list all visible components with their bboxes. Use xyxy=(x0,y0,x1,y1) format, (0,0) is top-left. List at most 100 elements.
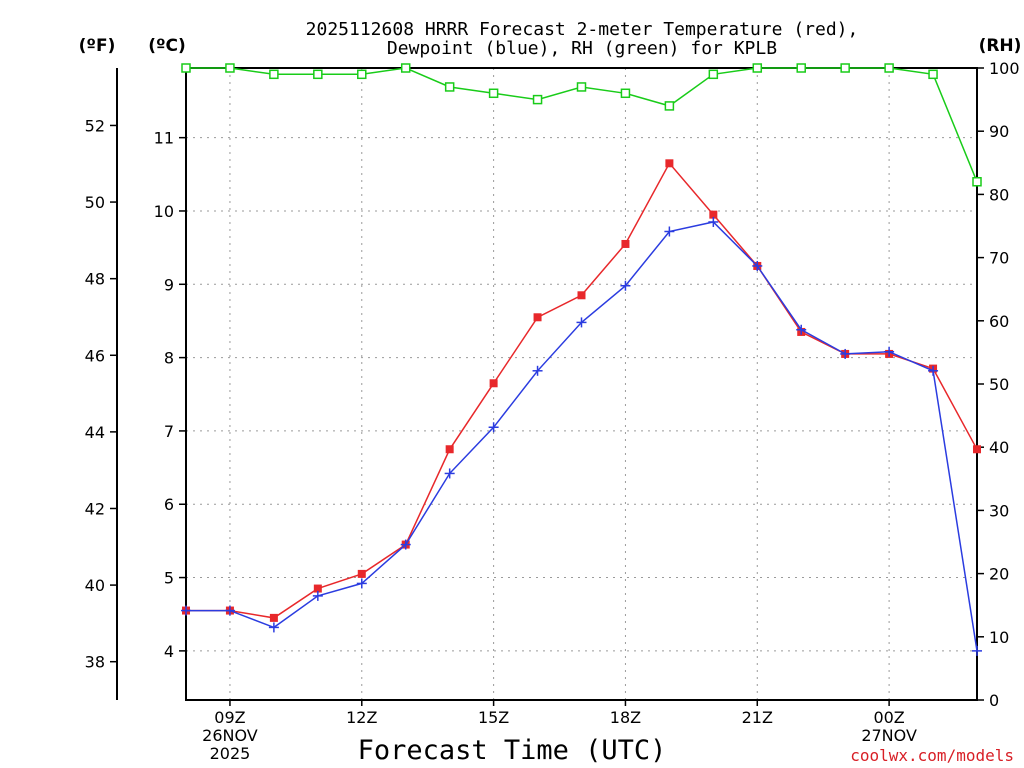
dewpoint-point xyxy=(268,622,279,633)
rh-tick-label: 20 xyxy=(989,565,1009,584)
dewpoint-point xyxy=(400,539,411,550)
celsius-tick-label: 4 xyxy=(164,642,174,661)
temperature-point xyxy=(357,569,366,578)
dewpoint-point xyxy=(356,578,367,589)
rh-point xyxy=(884,63,894,73)
dewpoint-point xyxy=(488,422,499,433)
chart-title-line-2: Dewpoint (blue), RH (green) for KPLB xyxy=(387,38,777,59)
rh-point xyxy=(620,88,631,99)
x-tick-label: 2025 xyxy=(210,744,251,763)
temperature-point xyxy=(313,584,322,593)
dewpoint-point xyxy=(224,605,235,616)
x-tick-label: 27NOV xyxy=(861,726,917,745)
fahrenheit-unit-label: (ºF) xyxy=(79,36,116,56)
rh-point xyxy=(313,69,323,80)
rh-tick-label: 60 xyxy=(989,312,1009,331)
rh-point xyxy=(225,63,235,73)
dewpoint-point xyxy=(444,468,455,479)
rh-tick-label: 80 xyxy=(989,185,1009,204)
rh-tick-label: 30 xyxy=(989,501,1009,520)
temperature-point xyxy=(489,379,498,388)
dewpoint-point xyxy=(576,317,587,328)
rh-tick-label: 10 xyxy=(989,628,1009,647)
rh-point xyxy=(357,69,367,80)
dewpoint-point xyxy=(928,365,939,376)
rh-point xyxy=(796,63,806,73)
dewpoint-point xyxy=(752,260,763,271)
series-temperature xyxy=(182,159,981,622)
series-rh xyxy=(181,63,982,187)
dewpoint-point xyxy=(840,348,851,359)
gridlines xyxy=(186,68,977,700)
fahrenheit-tick-label: 38 xyxy=(85,653,105,672)
credit-text: coolwx.com/models xyxy=(850,746,1014,765)
celsius-unit-label: (ºC) xyxy=(148,36,186,56)
temperature-point xyxy=(621,239,630,248)
celsius-tick-label: 8 xyxy=(164,349,174,368)
rh-point xyxy=(488,88,499,99)
rh-tick-label: 40 xyxy=(989,438,1009,457)
temperature-line xyxy=(186,161,978,619)
x-tick-label: 09Z xyxy=(214,708,245,727)
dewpoint-point xyxy=(972,645,982,656)
temperature-point xyxy=(445,445,454,454)
rh-point xyxy=(269,69,279,80)
x-tick-label: 00Z xyxy=(873,708,904,727)
celsius-tick-label: 5 xyxy=(164,569,174,588)
rh-point xyxy=(444,82,455,92)
fahrenheit-tick-label: 42 xyxy=(85,499,105,518)
rh-unit-label: (RH) xyxy=(979,36,1022,56)
rh-point xyxy=(532,94,543,105)
temperature-point xyxy=(665,159,674,168)
dewpoint-point xyxy=(796,324,807,335)
rh-point xyxy=(972,177,982,187)
fahrenheit-tick-label: 48 xyxy=(85,270,105,289)
x-tick-label: 26NOV xyxy=(202,726,258,745)
x-tick-label: 15Z xyxy=(478,708,509,727)
rh-tick-label: 0 xyxy=(989,691,999,710)
dewpoint-point xyxy=(884,346,895,357)
dewpoint-point xyxy=(312,590,323,601)
dewpoint-point xyxy=(664,226,675,237)
fahrenheit-tick-label: 46 xyxy=(85,346,105,365)
axes: 4 5 6 7 8 9 10 11 38 40 42 44 46 48 50 52 0 10 20 30 40 50 60 7… xyxy=(85,59,1020,710)
rh-point xyxy=(181,63,191,73)
rh-tick-label: 90 xyxy=(989,122,1009,141)
fahrenheit-tick-label: 40 xyxy=(85,576,105,595)
temperature-point xyxy=(709,210,718,219)
celsius-tick-label: 11 xyxy=(154,129,174,148)
temperature-point xyxy=(973,445,981,454)
chart-title-line-1: 2025112608 HRRR Forecast 2-meter Tempera… xyxy=(306,19,859,40)
dewpoint-point xyxy=(708,216,719,227)
rh-tick-label: 70 xyxy=(989,249,1009,268)
celsius-tick-label: 6 xyxy=(164,495,174,514)
celsius-tick-label: 9 xyxy=(164,275,174,294)
rh-point xyxy=(664,101,675,111)
series-dewpoint xyxy=(181,216,982,656)
rh-point xyxy=(928,69,938,80)
rh-tick-label: 50 xyxy=(989,375,1009,394)
x-tick-label: 18Z xyxy=(610,708,641,727)
rh-point xyxy=(840,63,850,73)
dewpoint-point xyxy=(181,605,191,616)
x-tick-label: 12Z xyxy=(346,708,377,727)
fahrenheit-tick-label: 50 xyxy=(85,193,105,212)
data-series xyxy=(181,63,982,656)
celsius-tick-label: 10 xyxy=(154,202,174,221)
rh-tick-label: 100 xyxy=(989,59,1020,78)
temperature-point xyxy=(269,613,278,622)
rh-point xyxy=(400,63,411,73)
rh-point xyxy=(576,82,587,92)
temperature-point xyxy=(533,313,542,322)
rh-point xyxy=(708,69,719,80)
dewpoint-point xyxy=(532,365,543,376)
fahrenheit-tick-label: 52 xyxy=(85,116,105,135)
dewpoint-line xyxy=(186,221,978,652)
x-axis-label: Forecast Time (UTC) xyxy=(358,735,667,766)
rh-point xyxy=(752,63,763,73)
celsius-tick-label: 7 xyxy=(164,422,174,441)
dewpoint-point xyxy=(620,280,631,291)
temperature-point xyxy=(577,291,586,300)
